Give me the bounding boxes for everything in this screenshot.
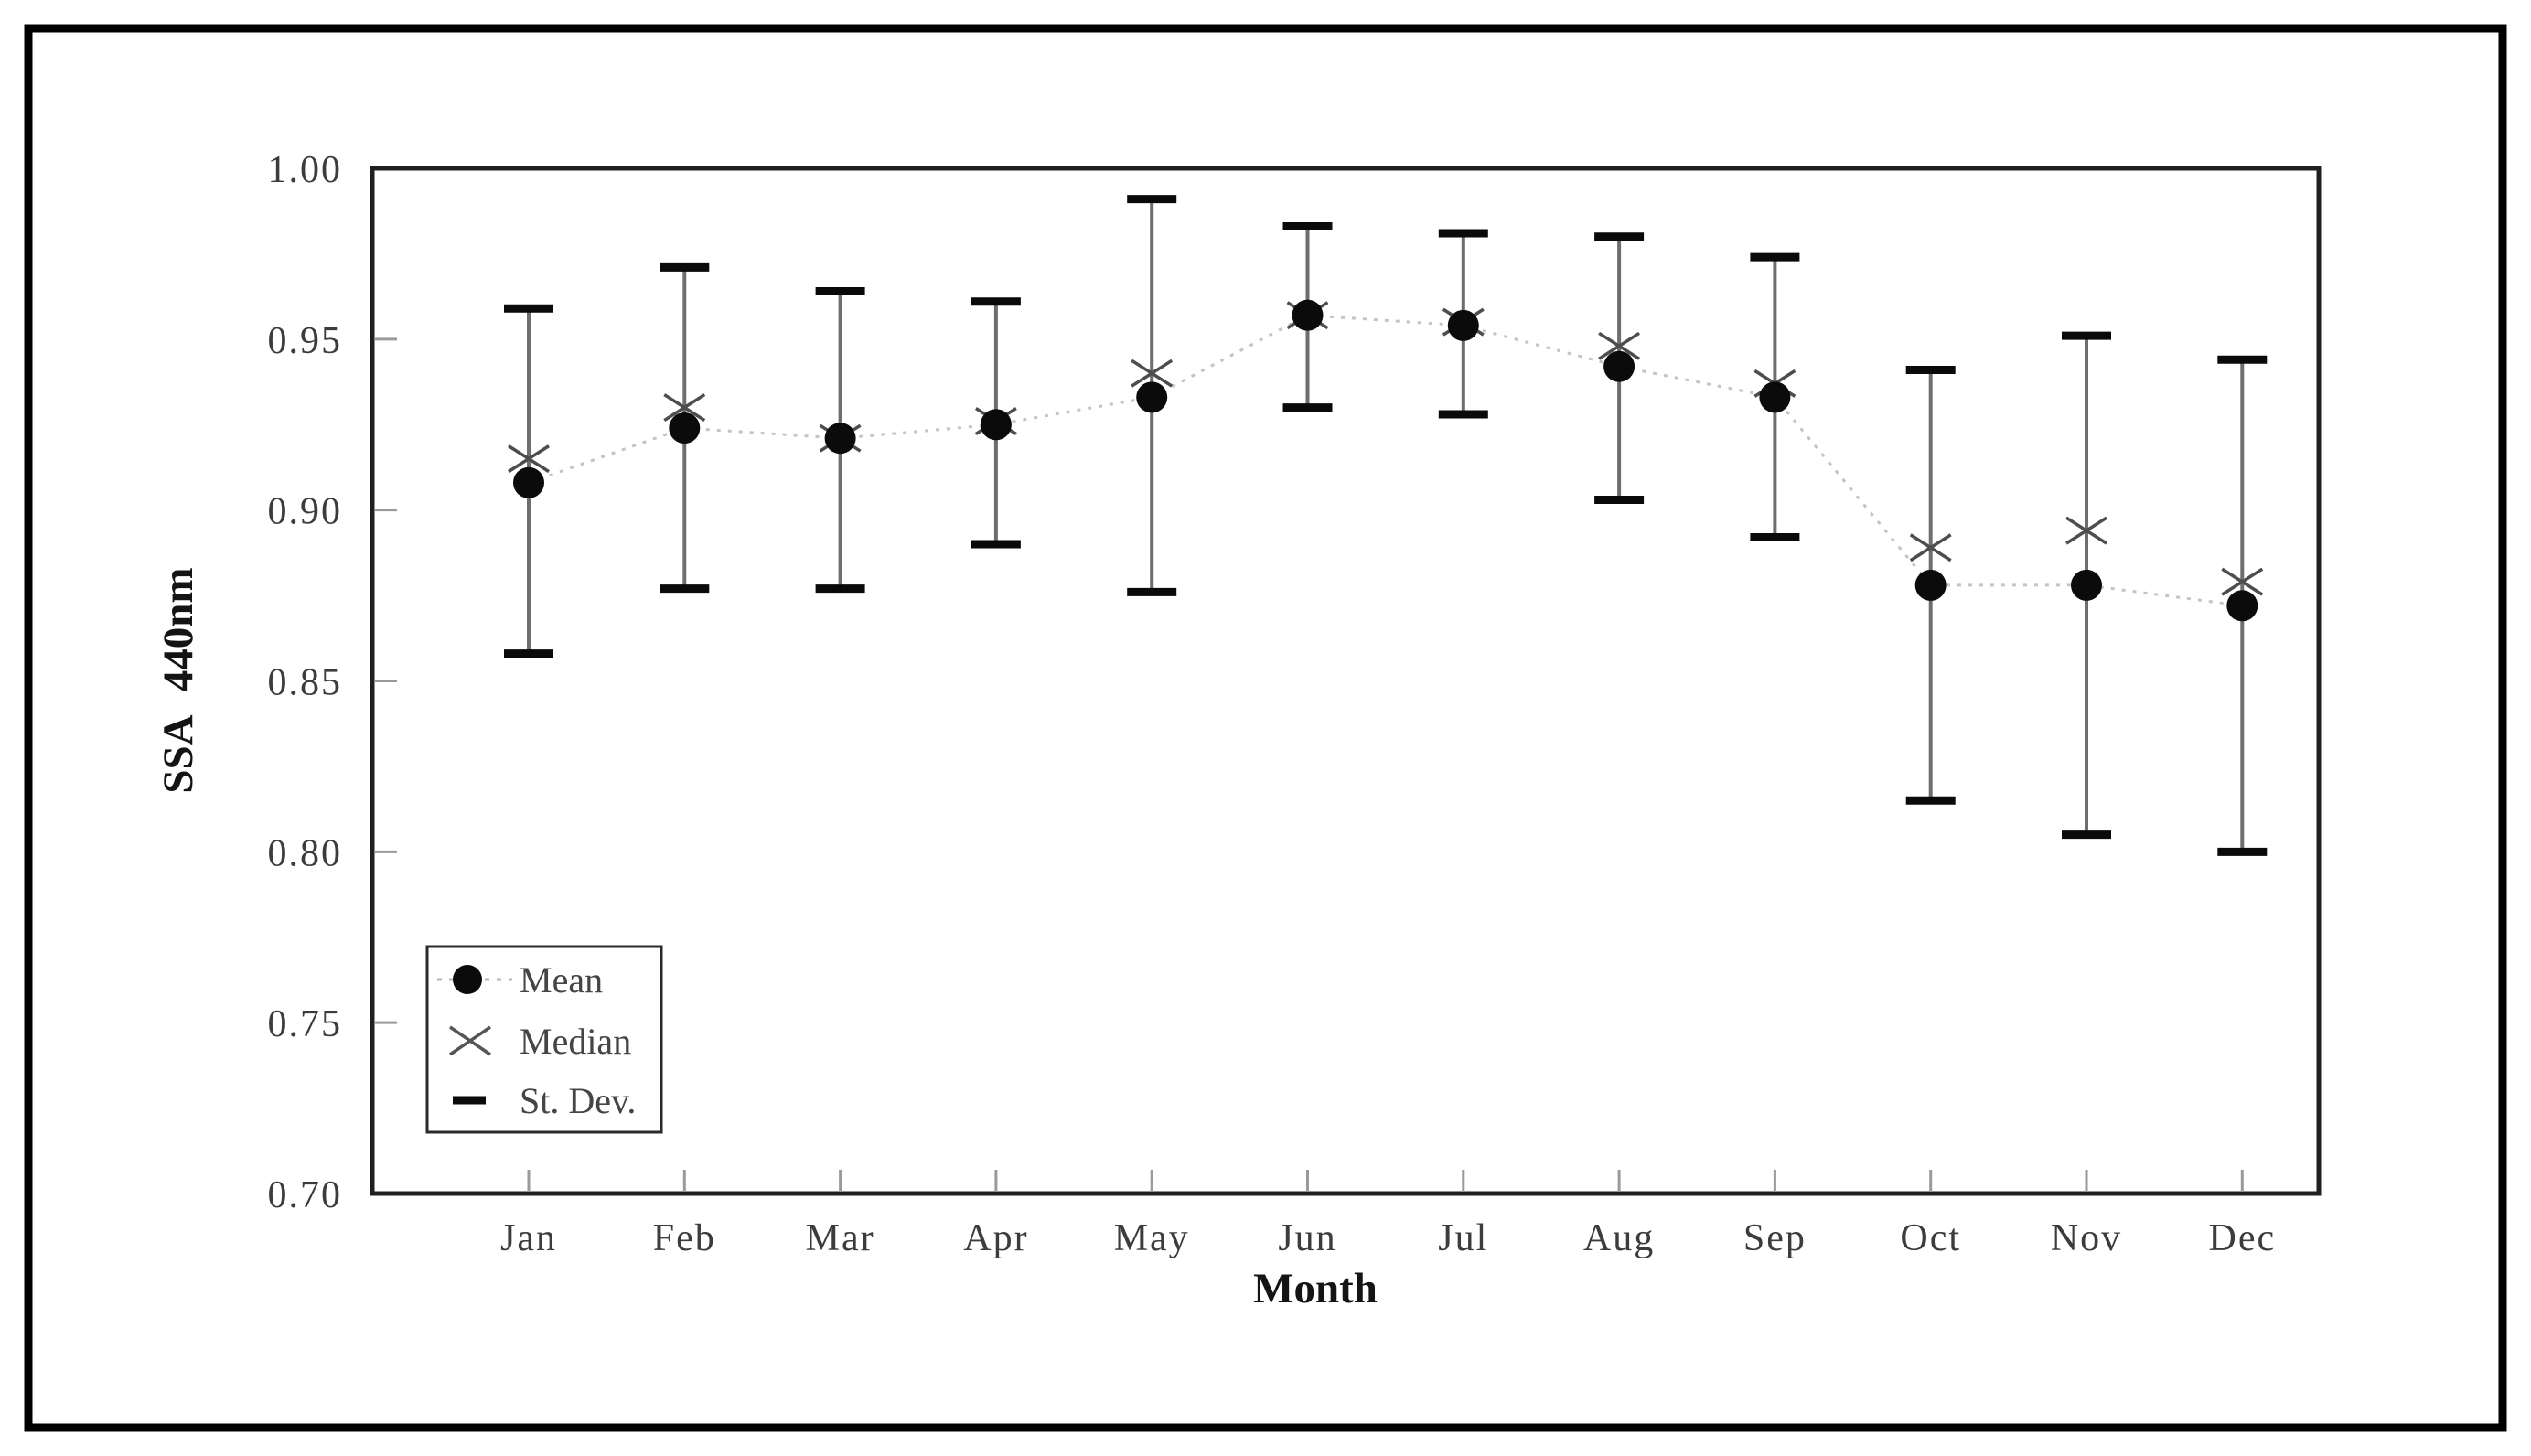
- y-tick-label: 1.00: [268, 149, 343, 191]
- legend-median-x-icon2: [449, 1025, 491, 1056]
- legend: Mean Median St. Dev.: [425, 945, 663, 1134]
- x-tick-label: Nov: [2051, 1217, 2122, 1259]
- x-tick-label: Sep: [1743, 1217, 1807, 1259]
- mean-connector-line: [528, 314, 2243, 607]
- x-axis-ticks: Jan Feb Mar Apr May Jun Jul Aug Sep Oct Nov Dec: [500, 1170, 2276, 1259]
- plot-frame: [370, 166, 2322, 1196]
- legend-stdev-label: St. Dev.: [520, 1080, 636, 1121]
- y-tick-label: 0.75: [268, 1003, 343, 1045]
- x-tick-label: Jan: [500, 1217, 557, 1259]
- mean-marker-feb: [669, 412, 701, 444]
- mean-marker-jan: [513, 466, 544, 498]
- legend-item-median: Median: [449, 1021, 631, 1062]
- x-tick-label: May: [1114, 1217, 1190, 1259]
- median-marker-nov: [2065, 516, 2107, 545]
- x-tick-label: Oct: [1900, 1217, 1961, 1259]
- x-tick-label: Mar: [806, 1217, 875, 1259]
- y-tick-label: 0.85: [268, 662, 343, 704]
- mean-marker-dec: [2226, 590, 2258, 622]
- legend-mean-circle-icon: [453, 965, 482, 994]
- legend-item-mean: Mean: [437, 959, 603, 1001]
- figure-border: [24, 24, 2507, 1432]
- x-tick-label: Apr: [963, 1217, 1028, 1259]
- mean-marker-oct: [1914, 569, 1947, 601]
- legend-mean-label: Mean: [520, 959, 603, 1001]
- mean-marker-may: [1136, 381, 1168, 413]
- x-tick-label: Jul: [1438, 1217, 1488, 1259]
- x-tick-label: Dec: [2208, 1217, 2276, 1259]
- y-axis-title: SSA 440nm: [155, 567, 202, 793]
- y-tick-label: 0.90: [268, 491, 343, 533]
- y-tick-label: 0.80: [268, 832, 343, 874]
- x-tick-label: Aug: [1583, 1217, 1655, 1259]
- mean-marker-mar: [824, 423, 856, 455]
- median-marker-may: [1131, 359, 1174, 388]
- x-axis-title: Month: [1253, 1265, 1378, 1312]
- x-tick-label: Jun: [1278, 1217, 1336, 1259]
- y-tick-label: 0.95: [268, 320, 343, 362]
- mean-marker-nov: [2071, 569, 2102, 601]
- median-marker-aug: [1598, 331, 1641, 360]
- mean-marker-sep: [1759, 381, 1791, 413]
- mean-marker-apr: [980, 409, 1012, 441]
- median-marker-jan: [508, 444, 550, 474]
- median-marker-oct: [1909, 533, 1952, 562]
- median-marker-feb: [663, 393, 706, 423]
- x-tick-label: Feb: [653, 1217, 716, 1259]
- mean-markers: [513, 299, 2258, 622]
- mean-marker-aug: [1603, 350, 1635, 382]
- legend-median-label: Median: [520, 1021, 631, 1062]
- mean-series-line: [528, 314, 2243, 607]
- median-marker-dec: [2221, 567, 2264, 596]
- mean-marker-jun: [1292, 299, 1324, 331]
- y-axis-ticks: 1.00 0.95 0.90 0.85 0.80 0.75 0.70: [268, 149, 397, 1216]
- y-tick-label: 0.70: [268, 1174, 343, 1216]
- legend-item-stdev: St. Dev.: [453, 1080, 636, 1121]
- mean-marker-jul: [1447, 309, 1479, 341]
